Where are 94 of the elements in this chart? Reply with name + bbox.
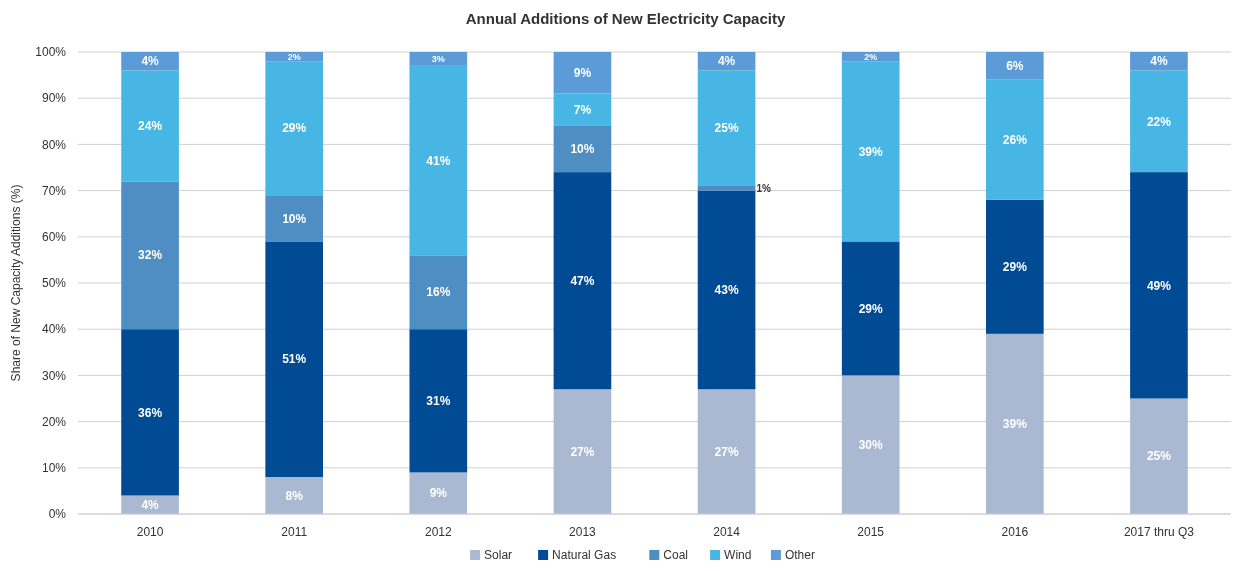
data-label: 16% [426,285,451,300]
y-tick-label: 10% [41,461,67,475]
legend-label: Natural Gas [552,548,617,562]
bar [697,389,756,514]
bar [553,172,612,390]
bar [553,52,612,94]
chart-title: Annual Additions of New Electricity Capacity [465,10,786,27]
y-tick-label: 30% [41,368,67,383]
x-tick-label: 2011 [281,525,308,539]
bar [409,255,468,330]
legend-label: Coal [663,548,688,562]
bar [1130,172,1188,399]
data-label: 10% [282,211,307,226]
y-tick-label: 40% [41,322,67,337]
legend-label: Other [784,548,815,562]
y-tick-label: 50% [41,276,67,291]
bar [409,65,468,256]
bar [265,195,324,242]
bar [409,472,468,514]
y-tick-label: 100% [35,45,67,60]
bar [697,190,756,390]
data-label: 24% [138,119,163,134]
bar [553,389,612,514]
data-label: 26% [1002,132,1028,147]
bar [697,185,756,191]
y-tick-label: 70% [41,183,67,198]
y-tick-label: 80% [41,137,67,152]
data-label: 6% [1006,59,1024,74]
data-label: 4% [717,54,736,69]
data-label: 43% [714,283,739,298]
legend-label: Wind [724,548,752,562]
data-label: 4% [141,54,160,69]
data-label: 1% [756,182,771,194]
data-label: 2% [864,51,878,62]
data-label: 32% [138,248,163,263]
bar [409,329,468,473]
bar [553,93,612,126]
data-label: 4% [141,497,160,512]
x-tick-label: 2017 thru Q3 [1123,525,1195,539]
data-label: 25% [714,121,739,136]
x-tick-label: 2010 [136,525,164,539]
legend-label: Solar [484,548,513,562]
bar [985,79,1044,200]
bar [409,52,468,66]
data-label: 29% [282,121,307,136]
data-label: 25% [1146,449,1172,464]
data-label: 10% [570,142,595,157]
y-tick-label: 60% [41,230,67,244]
data-label: 51% [282,352,307,367]
x-tick-label: 2016 [1001,525,1029,539]
data-label: 4% [1150,54,1168,69]
data-label: 47% [570,273,595,288]
bar [697,70,756,186]
y-tick-label: 90% [41,91,67,106]
data-label: 2% [287,51,301,62]
data-label: 29% [858,301,884,316]
data-label: 8% [285,488,304,503]
bar [841,375,900,514]
data-label: 29% [1002,260,1028,275]
bar [985,333,1044,514]
bar [841,61,900,242]
y-tick-label: 20% [41,414,67,429]
bar [1130,70,1188,173]
x-tick-label: 2012 [424,525,452,539]
data-label: 49% [1146,278,1172,293]
data-label: 27% [570,444,595,459]
data-label: 30% [858,437,884,452]
bar [265,477,324,514]
x-tick-label: 2015 [857,525,885,539]
bar [265,61,324,196]
data-label: 41% [426,153,451,168]
y-axis-title: Share of New Capacity Additions (%) [9,184,23,382]
bar [121,70,179,182]
data-label: 36% [138,405,163,420]
data-label: 39% [858,144,884,159]
data-label: 39% [1002,417,1028,432]
x-tick-label: 2013 [569,525,597,539]
bar [121,181,179,330]
bar [553,125,612,173]
bar [1130,398,1188,514]
bar [985,52,1044,80]
data-label: 7% [573,102,592,117]
bar [985,199,1044,334]
data-label: 3% [431,54,445,65]
data-label: 9% [429,486,448,501]
bar [121,329,179,496]
y-tick-label: 0% [48,507,67,522]
data-label: 9% [573,65,592,80]
data-label: 31% [426,394,451,409]
bar [265,241,324,478]
x-tick-label: 2014 [713,525,741,539]
data-label: 27% [714,444,739,459]
data-label: 22% [1146,114,1172,129]
bar [841,241,900,376]
